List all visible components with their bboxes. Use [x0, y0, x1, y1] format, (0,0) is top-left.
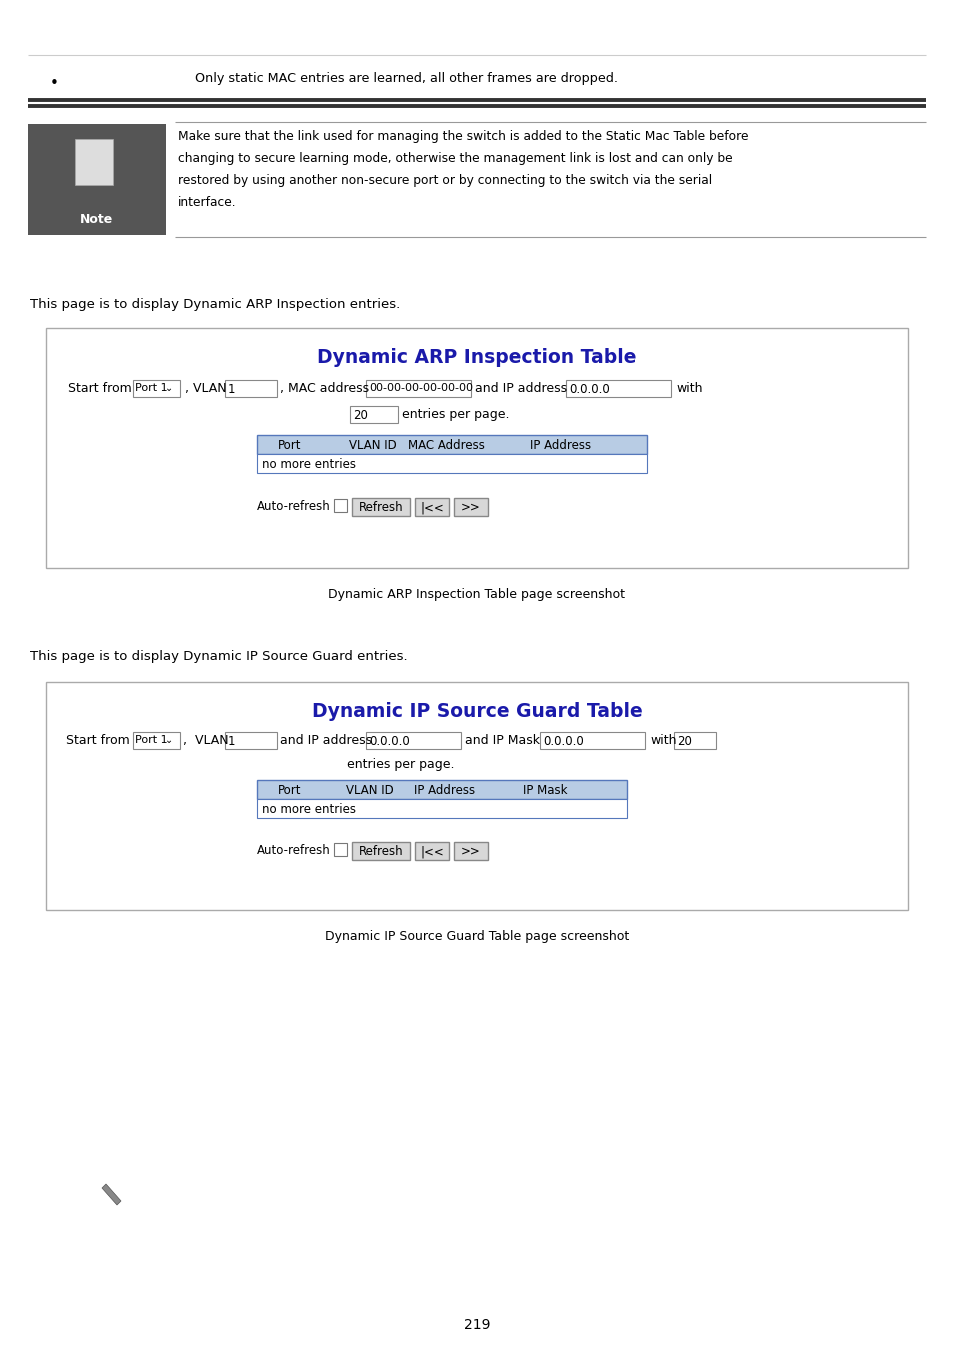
Text: entries per page.: entries per page. — [347, 757, 454, 771]
Text: 0.0.0.0: 0.0.0.0 — [568, 383, 609, 396]
Text: , VLAN: , VLAN — [185, 382, 227, 396]
Text: •: • — [50, 76, 59, 90]
Bar — [334, 842, 347, 856]
Bar — [415, 842, 449, 860]
Bar — [46, 682, 907, 910]
Bar — [225, 732, 276, 749]
Text: 20: 20 — [677, 734, 691, 748]
Bar — [132, 732, 180, 749]
Text: , MAC address: , MAC address — [280, 382, 369, 396]
Text: entries per page.: entries per page. — [401, 408, 509, 421]
Text: |<<: |<< — [419, 845, 443, 859]
Text: >>: >> — [460, 845, 480, 859]
Text: Dynamic ARP Inspection Table page screenshot: Dynamic ARP Inspection Table page screen… — [328, 589, 625, 601]
Text: with: with — [649, 734, 676, 747]
Text: interface.: interface. — [178, 196, 236, 209]
Text: Port: Port — [278, 439, 301, 452]
Bar — [350, 406, 397, 423]
Text: 219: 219 — [463, 1318, 490, 1332]
Bar — [75, 139, 112, 185]
Text: Make sure that the link used for managing the switch is added to the Static Mac : Make sure that the link used for managin… — [178, 130, 748, 143]
Bar — [225, 379, 276, 397]
Text: IP Address: IP Address — [530, 439, 591, 452]
Bar — [565, 379, 670, 397]
Bar — [539, 732, 644, 749]
Text: 00-00-00-00-00-00: 00-00-00-00-00-00 — [369, 383, 473, 393]
Bar — [132, 379, 180, 397]
Text: |<<: |<< — [419, 501, 443, 514]
Text: Only static MAC entries are learned, all other frames are dropped.: Only static MAC entries are learned, all… — [194, 72, 618, 85]
Text: ⌄: ⌄ — [165, 383, 172, 393]
Text: Refresh: Refresh — [358, 501, 403, 514]
Text: no more entries: no more entries — [262, 458, 355, 471]
Text: 0.0.0.0: 0.0.0.0 — [369, 734, 410, 748]
Bar — [454, 498, 488, 516]
Text: restored by using another non-secure port or by connecting to the switch via the: restored by using another non-secure por… — [178, 174, 711, 188]
Text: IP Mask: IP Mask — [522, 784, 567, 796]
Text: MAC Address: MAC Address — [407, 439, 484, 452]
Text: >>: >> — [460, 501, 480, 514]
Text: Dynamic ARP Inspection Table: Dynamic ARP Inspection Table — [317, 348, 636, 367]
Text: Dynamic IP Source Guard Table page screenshot: Dynamic IP Source Guard Table page scree… — [325, 930, 628, 944]
Text: Port: Port — [278, 784, 301, 796]
Bar — [415, 498, 449, 516]
Bar — [366, 732, 460, 749]
Bar — [454, 842, 488, 860]
Text: This page is to display Dynamic IP Source Guard entries.: This page is to display Dynamic IP Sourc… — [30, 649, 407, 663]
Text: 20: 20 — [353, 409, 368, 423]
Text: IP Address: IP Address — [414, 784, 475, 796]
Text: with: with — [676, 382, 701, 396]
Text: Auto-refresh: Auto-refresh — [256, 844, 331, 857]
Text: VLAN ID: VLAN ID — [346, 784, 394, 796]
Bar — [334, 500, 347, 512]
Text: and IP address: and IP address — [280, 734, 372, 747]
Text: Port 1: Port 1 — [135, 734, 168, 745]
Text: Start from: Start from — [68, 382, 132, 396]
Text: This page is to display Dynamic ARP Inspection entries.: This page is to display Dynamic ARP Insp… — [30, 298, 400, 311]
Text: ⌄: ⌄ — [165, 734, 172, 745]
Text: and IP address: and IP address — [475, 382, 566, 396]
Text: Dynamic IP Source Guard Table: Dynamic IP Source Guard Table — [312, 702, 641, 721]
Bar — [673, 732, 716, 749]
Text: and IP Mask: and IP Mask — [464, 734, 539, 747]
Bar — [352, 498, 410, 516]
Bar — [46, 328, 907, 568]
Text: VLAN ID: VLAN ID — [349, 439, 396, 452]
Bar — [256, 435, 646, 454]
Text: 1: 1 — [228, 383, 235, 396]
Text: ,  VLAN: , VLAN — [183, 734, 229, 747]
Text: Refresh: Refresh — [358, 845, 403, 859]
Polygon shape — [102, 1184, 121, 1206]
Text: 1: 1 — [228, 734, 235, 748]
Bar — [28, 124, 166, 235]
Bar — [352, 842, 410, 860]
Text: 0.0.0.0: 0.0.0.0 — [542, 734, 583, 748]
Bar — [366, 379, 471, 397]
Text: Start from: Start from — [66, 734, 130, 747]
Text: Port 1: Port 1 — [135, 383, 168, 393]
Text: changing to secure learning mode, otherwise the management link is lost and can : changing to secure learning mode, otherw… — [178, 153, 732, 165]
Text: no more entries: no more entries — [262, 803, 355, 815]
Bar — [256, 780, 626, 799]
Text: Note: Note — [80, 213, 113, 225]
Bar — [256, 799, 626, 818]
Bar — [256, 454, 646, 472]
Text: Auto-refresh: Auto-refresh — [256, 500, 331, 513]
